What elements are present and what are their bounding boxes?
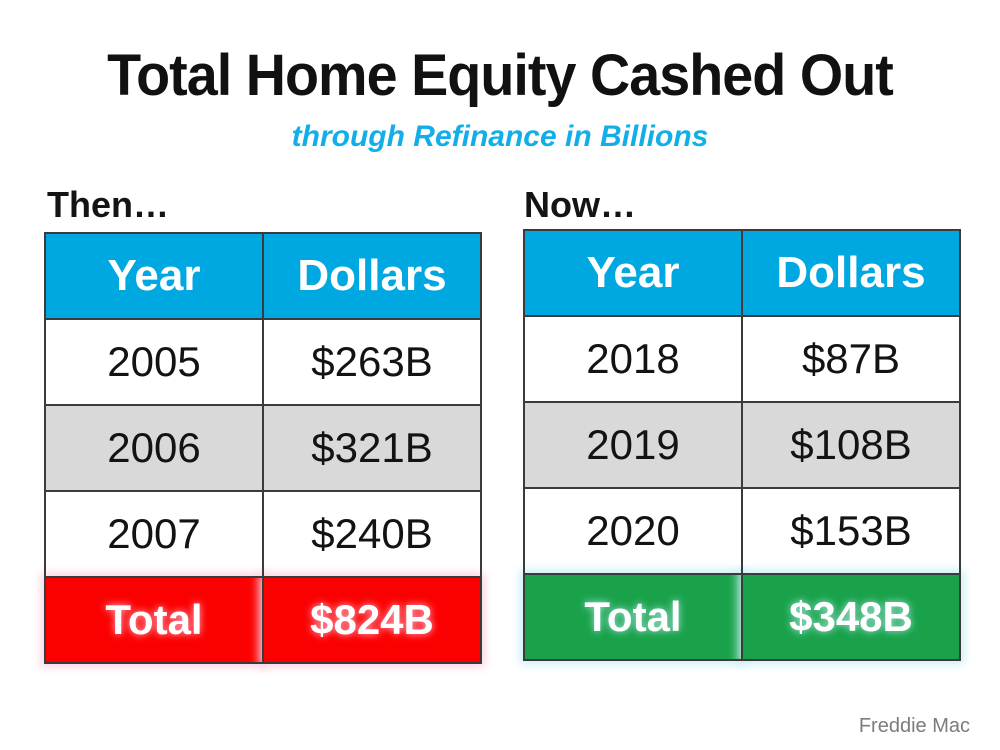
- then-dollars-2007: $240B: [262, 490, 482, 578]
- now-year-2018: 2018: [523, 315, 743, 403]
- then-header-year: Year: [44, 232, 264, 320]
- total-row: Total $348B: [523, 573, 961, 661]
- total-row: Total $824B: [44, 576, 482, 664]
- table-row: 2005 $263B: [44, 318, 482, 406]
- then-year-2006: 2006: [44, 404, 264, 492]
- now-header-dollars: Dollars: [741, 229, 961, 317]
- then-year-2005: 2005: [44, 318, 264, 406]
- then-header-dollars: Dollars: [262, 232, 482, 320]
- now-year-2020: 2020: [523, 487, 743, 575]
- then-total-label: Total: [44, 576, 264, 664]
- now-header-year: Year: [523, 229, 743, 317]
- now-dollars-2019: $108B: [741, 401, 961, 489]
- page-title: Total Home Equity Cashed Out: [107, 43, 894, 108]
- now-total-label: Total: [523, 573, 743, 661]
- now-dollars-2018: $87B: [741, 315, 961, 403]
- now-year-2019: 2019: [523, 401, 743, 489]
- now-total-value: $348B: [741, 573, 961, 661]
- source-attribution: Freddie Mac: [858, 715, 970, 737]
- table-row: 2018 $87B: [523, 315, 961, 403]
- then-dollars-2006: $321B: [262, 404, 482, 492]
- then-total-value: $824B: [262, 576, 482, 664]
- then-label: Then…: [47, 184, 169, 225]
- then-dollars-2005: $263B: [262, 318, 482, 406]
- then-table: Year Dollars 2005 $263B 2006 $321B 2007 …: [44, 232, 482, 664]
- table-row: 2020 $153B: [523, 487, 961, 575]
- then-year-2007: 2007: [44, 490, 264, 578]
- table-row: 2006 $321B: [44, 404, 482, 492]
- page-subtitle: through Refinance in Billions: [291, 120, 709, 153]
- table-header-row: Year Dollars: [44, 232, 482, 320]
- now-label: Now…: [524, 184, 636, 225]
- table-row: 2007 $240B: [44, 490, 482, 578]
- now-dollars-2020: $153B: [741, 487, 961, 575]
- table-header-row: Year Dollars: [523, 229, 961, 317]
- table-row: 2019 $108B: [523, 401, 961, 489]
- now-table: Year Dollars 2018 $87B 2019 $108B 2020 $…: [523, 229, 961, 661]
